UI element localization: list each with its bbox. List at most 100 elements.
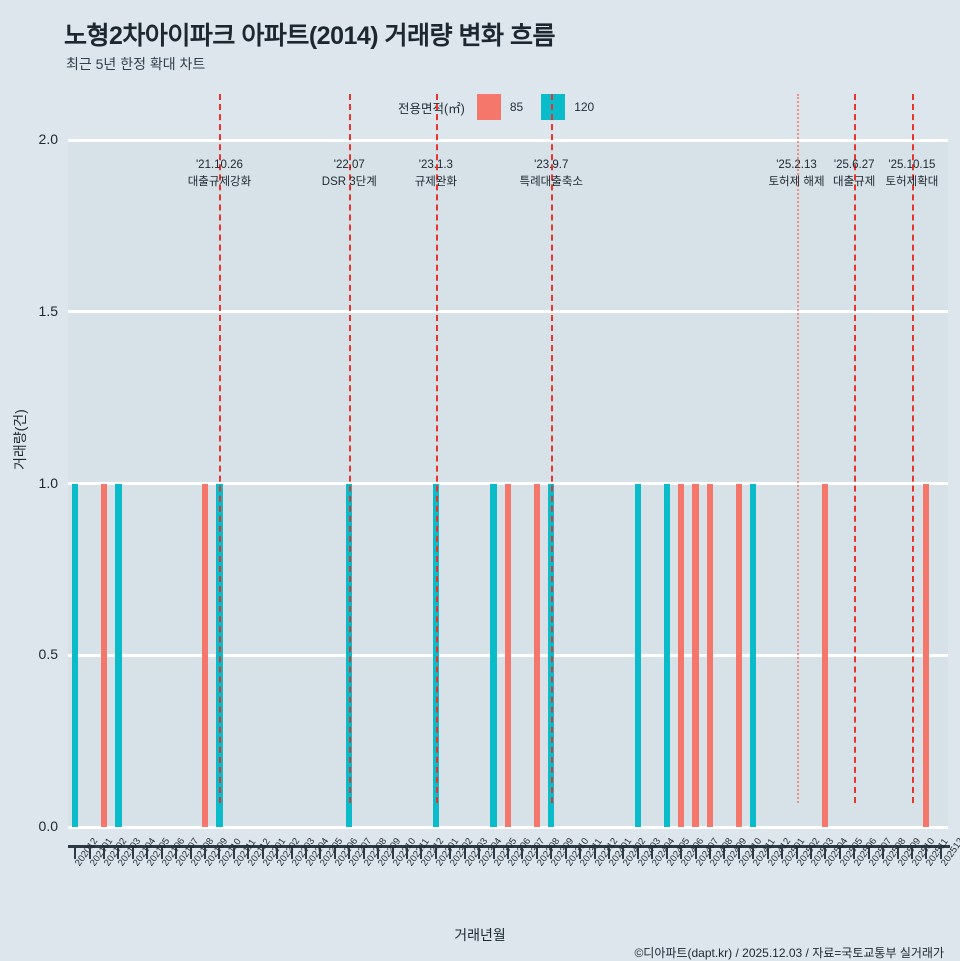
x-tick (131, 848, 134, 859)
x-tick (766, 848, 769, 859)
gridline (68, 310, 948, 314)
x-tick (391, 848, 394, 859)
annotation-date: '25.2.13 (776, 159, 817, 171)
y-tick-label: 0.0 (38, 818, 58, 834)
x-tick (896, 848, 899, 859)
x-tick (319, 848, 322, 859)
x-tick (232, 848, 235, 859)
x-tick (276, 848, 279, 859)
y-tick-label: 0.5 (38, 646, 58, 663)
x-tick (377, 848, 380, 859)
x-tick (463, 848, 466, 859)
x-tick (290, 848, 293, 859)
bar (115, 483, 122, 827)
legend: 전용면적(㎡) 85 120 (398, 94, 594, 120)
x-tick (665, 848, 668, 859)
page-subtitle: 최근 5년 한정 확대 차트 (66, 56, 206, 72)
x-tick (853, 848, 856, 859)
annotation-label: '25.10.15 토허제확대 (885, 157, 938, 190)
x-tick (593, 848, 596, 859)
x-tick (261, 848, 264, 859)
x-tick (910, 848, 913, 859)
annotation-line (796, 94, 799, 803)
annotation-line (349, 94, 352, 803)
bar (634, 483, 641, 827)
annotation-date: '25.10.15 (888, 159, 936, 171)
annotation-text: 토허제확대 (885, 175, 939, 188)
annotation-label: '23.1.3 규제완화 (415, 157, 457, 190)
x-axis-label: 거래년월 (454, 927, 506, 943)
x-tick (651, 848, 654, 859)
bar (504, 483, 512, 827)
bar (201, 483, 209, 827)
legend-swatch-85 (476, 94, 501, 120)
x-tick (694, 848, 697, 859)
x-tick (795, 848, 798, 859)
x-tick (723, 848, 726, 859)
annotation-date: '25.6.27 (833, 159, 875, 171)
x-tick (708, 848, 711, 859)
legend-label-85: 85 (509, 100, 524, 114)
x-tick (247, 848, 250, 859)
annotation-text: 토허제 해제 (768, 175, 825, 188)
annotation-label: '25.6.27 대출규제 (833, 157, 875, 190)
bar (490, 483, 497, 827)
x-tick (824, 848, 827, 859)
y-tick-label: 1.5 (38, 302, 58, 319)
annotation-line (219, 94, 222, 803)
bar (923, 483, 930, 827)
gridline (68, 825, 948, 829)
annotation-line (854, 94, 857, 803)
x-tick (607, 848, 610, 859)
bar (706, 483, 714, 827)
annotation-text: 대출규제 (833, 175, 876, 188)
x-tick (882, 848, 885, 859)
annotation-line (551, 94, 554, 803)
x-tick (189, 848, 192, 859)
legend-label-120: 120 (574, 100, 595, 114)
chart-plot-area (68, 94, 948, 829)
x-tick (521, 848, 524, 859)
x-tick (117, 848, 120, 859)
x-tick (146, 848, 149, 859)
bar (678, 483, 685, 827)
annotation-text: DSR 3단계 (321, 175, 377, 188)
x-tick (434, 848, 437, 859)
x-tick (305, 848, 308, 859)
x-tick (550, 848, 553, 859)
x-tick (781, 848, 784, 859)
x-axis-line (68, 845, 950, 848)
x-tick (579, 848, 582, 859)
x-tick (925, 848, 928, 859)
x-tick (333, 848, 336, 859)
x-tick (88, 848, 91, 859)
x-tick (406, 848, 409, 859)
annotation-date: '23.9.7 (534, 159, 569, 171)
x-tick (348, 848, 351, 859)
x-tick (838, 848, 841, 859)
x-tick (622, 848, 625, 859)
x-tick (867, 848, 870, 859)
bar (822, 483, 829, 827)
annotation-label: '22.07 DSR 3단계 (322, 157, 377, 190)
y-tick-label: 2.0 (38, 131, 58, 147)
page-title: 노형2차아이파크 아파트(2014) 거래량 변화 흐름 (64, 22, 555, 50)
x-tick (535, 848, 538, 859)
bar (533, 483, 540, 827)
annotation-label: '21.10.26 대출규제강화 (188, 157, 251, 190)
annotation-line (911, 94, 914, 803)
annotation-text: 대출규제강화 (187, 175, 252, 188)
x-tick (809, 848, 812, 859)
bar (735, 483, 742, 827)
x-tick (74, 848, 77, 859)
annotation-text: 규제완화 (414, 175, 458, 188)
x-tick (204, 848, 207, 859)
x-tick (478, 848, 481, 859)
x-tick (939, 848, 942, 859)
annotation-line (435, 94, 438, 803)
x-tick (680, 848, 683, 859)
annotation-text: 특례대출축소 (519, 175, 584, 188)
x-tick (218, 848, 221, 859)
legend-title: 전용면적(㎡) (398, 101, 465, 116)
annotation-date: '23.1.3 (418, 159, 453, 171)
